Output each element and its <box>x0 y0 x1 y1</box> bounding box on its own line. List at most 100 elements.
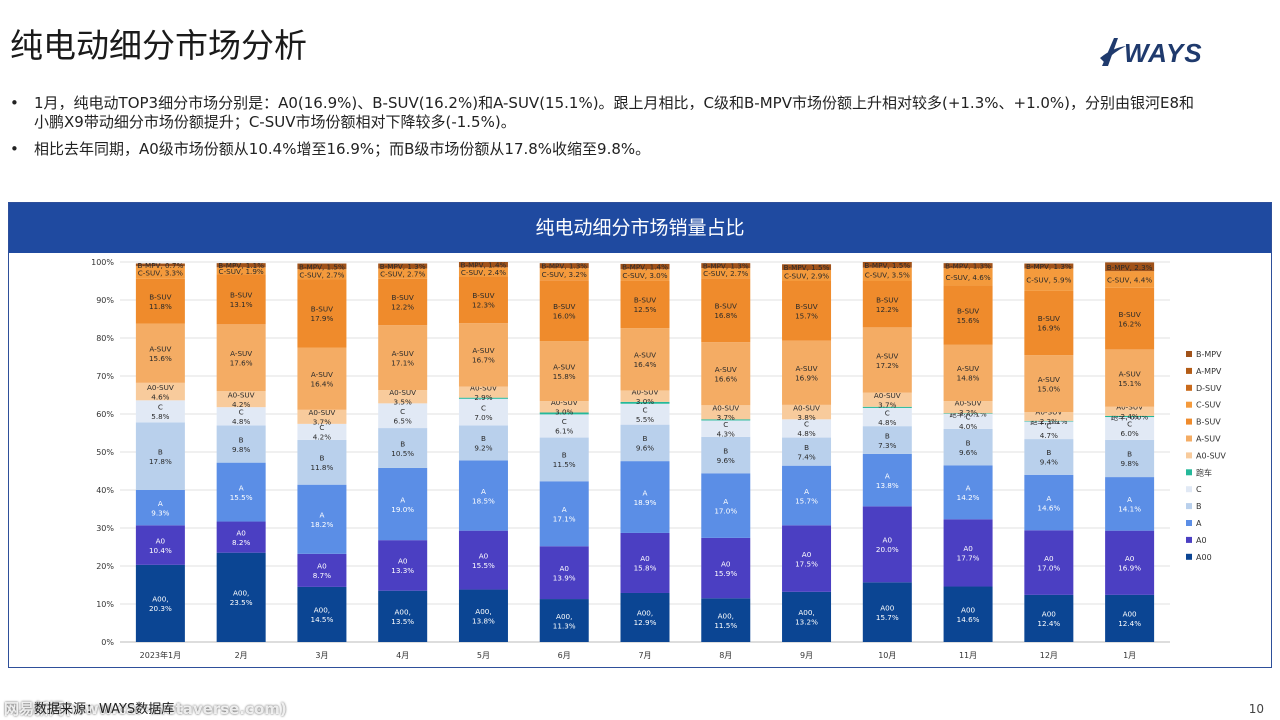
bar-segment <box>620 424 670 462</box>
bar-segment <box>297 409 347 424</box>
bar-segment <box>1105 406 1155 416</box>
data-label: 12.2% <box>876 305 899 314</box>
data-label: A00 <box>880 603 894 612</box>
data-label: A0 <box>640 554 650 563</box>
data-label: 16.4% <box>311 379 334 388</box>
bar-segment <box>943 519 993 587</box>
data-label: 23.5% <box>230 598 253 607</box>
data-label: 11.3% <box>553 621 576 630</box>
data-label: B-SUV <box>715 302 737 311</box>
bar-segment <box>539 481 589 547</box>
data-label: A <box>239 483 244 492</box>
data-label: 15.1% <box>1118 379 1141 388</box>
bar-segment <box>216 521 266 553</box>
bar-segment <box>862 582 912 642</box>
data-label: 9.8% <box>1120 459 1138 468</box>
data-label: C <box>1127 420 1132 429</box>
data-label: 9.4% <box>1040 458 1058 467</box>
data-label: 4.7% <box>1040 431 1058 440</box>
data-label: B-MPV, 1.5% <box>784 263 830 272</box>
data-label: A <box>804 487 809 496</box>
data-label: 13.5% <box>391 617 414 626</box>
data-label: A00, <box>233 589 249 598</box>
legend-label: D-SUV <box>1196 384 1222 393</box>
data-label: A0 <box>559 564 569 573</box>
chart-panel-title: 纯电动细分市场销量占比 <box>9 203 1271 253</box>
data-label: B-MPV, 1.3% <box>541 262 587 271</box>
data-label: B-SUV <box>1038 314 1060 323</box>
bar-segment <box>216 552 266 642</box>
data-label: 12.5% <box>634 305 657 314</box>
data-label: 4.8% <box>878 418 896 427</box>
bar-segment <box>943 413 993 429</box>
bar-segment <box>378 428 428 468</box>
data-label: 15.0% <box>1037 384 1060 393</box>
data-label: A <box>481 487 486 496</box>
page-number: 10 <box>1248 702 1264 716</box>
bar-segment <box>1024 421 1074 440</box>
bar-segment <box>378 268 428 279</box>
bar-segment <box>620 269 670 281</box>
data-label: B-SUV <box>795 302 817 311</box>
data-label: 11.8% <box>311 463 334 472</box>
data-label: 15.7% <box>876 613 899 622</box>
data-label: 3.0% <box>636 397 654 406</box>
bar-segment <box>458 589 508 642</box>
data-label: 11.5% <box>714 621 737 630</box>
data-label: B-MPV, 1.5% <box>299 262 345 271</box>
data-label: A00, <box>395 608 411 617</box>
bar-segment <box>216 391 266 408</box>
bullet-text: 相比去年同期，A0级市场份额从10.4%增至16.9%；而B级市场份额从17.8… <box>34 140 651 158</box>
y-tick-label: 30% <box>96 524 114 533</box>
data-label: B <box>966 438 971 447</box>
data-label: C-SUV, 3.3% <box>138 268 183 277</box>
data-label: 12.4% <box>1037 619 1060 628</box>
data-label: 9.6% <box>717 456 735 465</box>
data-label: A0 <box>963 544 973 553</box>
data-label: B <box>885 431 890 440</box>
data-label: C <box>642 405 647 414</box>
legend-label: A-MPV <box>1196 367 1222 376</box>
data-label: A0-SUV <box>309 408 336 417</box>
data-label: 17.1% <box>391 358 414 367</box>
bar-segment <box>135 490 185 526</box>
data-label: 18.5% <box>472 496 495 505</box>
data-label: A0 <box>156 536 166 545</box>
y-tick-label: 60% <box>96 410 114 419</box>
data-label: C-SUV, 2.7% <box>380 270 425 279</box>
data-label: A-SUV <box>311 370 333 379</box>
legend-label: C-SUV <box>1196 401 1221 410</box>
bar-segment <box>539 280 589 342</box>
data-label: 17.0% <box>714 506 737 515</box>
data-label: A0-SUV <box>470 383 497 392</box>
y-tick-label: 40% <box>96 486 114 495</box>
data-label: A-SUV <box>149 344 171 353</box>
bar-segment <box>378 467 428 541</box>
data-label: B-SUV <box>876 295 898 304</box>
bar-segment <box>539 546 589 600</box>
data-label: 17.8% <box>149 457 172 466</box>
bar-segment <box>135 382 185 401</box>
data-label: B <box>1127 450 1132 459</box>
x-tick-label: 2023年1月 <box>140 650 181 660</box>
legend-swatch <box>1186 401 1192 408</box>
bar-segment <box>782 437 832 466</box>
data-label: A <box>319 511 324 520</box>
data-label: 3.8% <box>797 413 815 422</box>
data-label: 17.2% <box>876 361 899 370</box>
bar-segment <box>701 598 751 642</box>
bar-segment <box>943 428 993 466</box>
bar-segment <box>458 267 508 277</box>
data-label: 9.2% <box>474 444 492 453</box>
data-label: A0-SUV <box>793 403 820 412</box>
data-label: 15.8% <box>553 372 576 381</box>
data-label: A0-SUV <box>874 391 901 400</box>
data-label: 13.8% <box>876 481 899 490</box>
data-label: A-SUV <box>634 351 656 360</box>
bar-segment <box>297 263 347 270</box>
bar-segment <box>701 537 751 599</box>
data-label: A0 <box>802 550 812 559</box>
bar-segment <box>458 530 508 590</box>
data-label: A0 <box>236 528 246 537</box>
bar-segment <box>1105 417 1155 440</box>
